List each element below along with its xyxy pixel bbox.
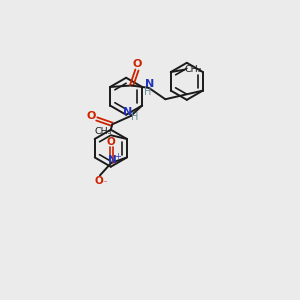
Text: O: O xyxy=(94,176,103,186)
Text: +: + xyxy=(114,152,121,161)
Text: N: N xyxy=(107,155,116,165)
Text: N: N xyxy=(123,107,132,117)
Text: ⁻: ⁻ xyxy=(102,179,107,188)
Text: H: H xyxy=(144,87,151,97)
Text: H: H xyxy=(131,112,138,122)
Text: CH₃: CH₃ xyxy=(94,127,112,136)
Text: O: O xyxy=(107,137,116,147)
Text: CH₃: CH₃ xyxy=(184,65,202,74)
Text: O: O xyxy=(86,111,95,121)
Text: O: O xyxy=(132,59,142,69)
Text: N: N xyxy=(145,79,154,89)
